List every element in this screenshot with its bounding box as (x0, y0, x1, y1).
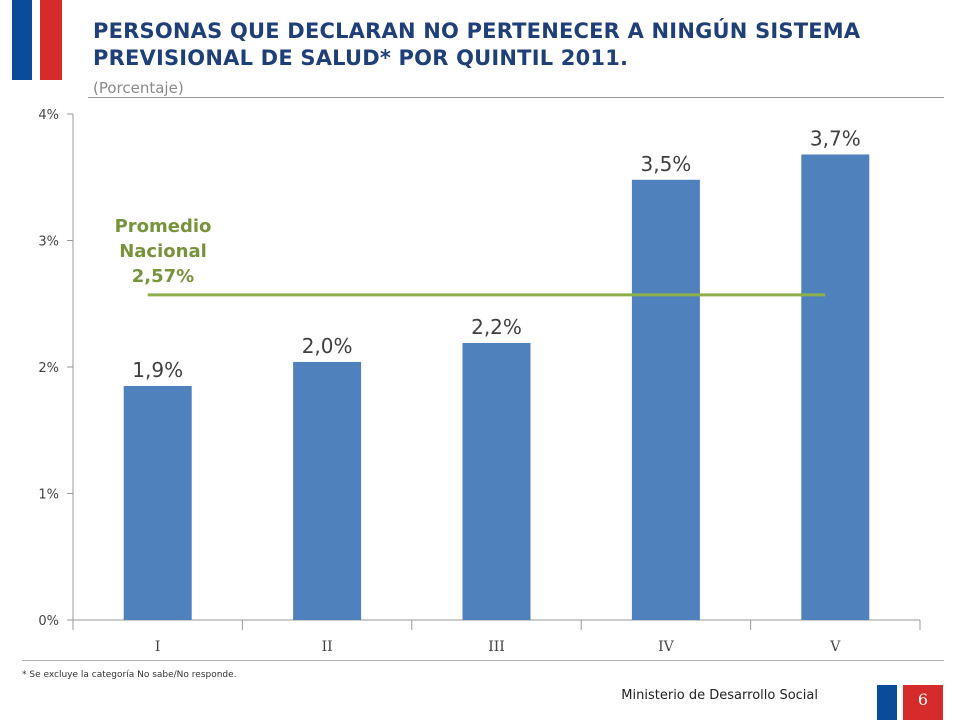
y-tick-label: 1% (38, 488, 59, 503)
average-label-line: 2,57% (132, 266, 194, 287)
data-label: 1,9% (132, 358, 183, 382)
y-tick-label: 0% (38, 614, 59, 629)
average-label-line: Promedio (115, 216, 212, 237)
bar (801, 154, 870, 621)
flag-red-stripe (40, 0, 62, 80)
x-tick-label: III (488, 639, 505, 655)
chart-subtitle: (Porcentaje) (93, 79, 184, 97)
footnote: * Se excluye la categoría No sabe/No res… (22, 670, 237, 680)
logo-blue-block (877, 685, 897, 720)
bar-chart: 0% 1% 2% 3% 4% 1,9% I 2,0% II 2,2% III 3,5% IV 3,7% V P… (38, 108, 921, 655)
bar (123, 385, 192, 620)
logo-white-block (897, 685, 903, 720)
bar (631, 179, 700, 620)
average-label-line: Nacional (119, 241, 207, 262)
y-tick-label: 3% (38, 235, 59, 250)
y-tick-label: 4% (38, 108, 59, 123)
data-label: 3,5% (640, 152, 691, 176)
ministry-name: Ministerio de Desarrollo Social (621, 688, 818, 703)
x-tick-label: I (155, 639, 161, 655)
logo-red-block (903, 685, 943, 720)
footer-divider (22, 660, 944, 661)
y-tick-label: 2% (38, 361, 59, 376)
data-label: 2,2% (471, 315, 522, 339)
data-label: 3,7% (810, 126, 861, 150)
bar (462, 342, 531, 620)
page-number: 6 (917, 690, 929, 709)
flag-white-stripe (32, 0, 40, 80)
chart-title: PERSONAS QUE DECLARAN NO PERTENECER A NI… (93, 19, 861, 70)
title-divider (88, 97, 944, 98)
x-tick-label: V (829, 639, 841, 655)
x-tick-label: II (322, 639, 333, 655)
bar (293, 361, 362, 620)
flag-blue-stripe (12, 0, 32, 80)
data-label: 2,0% (302, 334, 353, 358)
x-tick-label: IV (658, 639, 675, 655)
